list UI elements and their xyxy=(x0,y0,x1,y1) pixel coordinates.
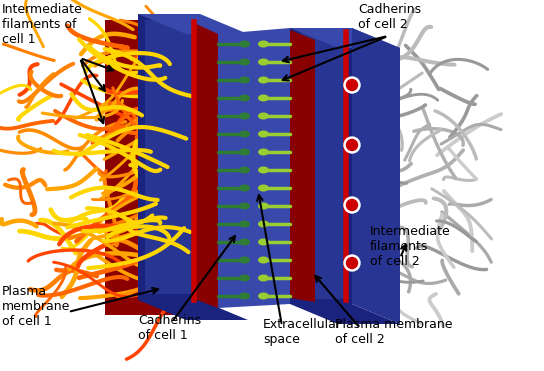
Ellipse shape xyxy=(258,275,269,282)
Ellipse shape xyxy=(258,59,269,66)
Ellipse shape xyxy=(258,131,269,138)
Ellipse shape xyxy=(258,184,269,191)
Ellipse shape xyxy=(258,40,269,47)
Ellipse shape xyxy=(258,112,269,119)
Ellipse shape xyxy=(239,275,250,282)
Ellipse shape xyxy=(239,167,250,174)
Polygon shape xyxy=(105,20,215,315)
Text: Cadherins
of cell 2: Cadherins of cell 2 xyxy=(358,3,421,31)
Polygon shape xyxy=(290,28,352,304)
Ellipse shape xyxy=(258,292,269,299)
Circle shape xyxy=(344,77,360,93)
Ellipse shape xyxy=(239,184,250,191)
Ellipse shape xyxy=(239,95,250,102)
Ellipse shape xyxy=(258,220,269,227)
Circle shape xyxy=(347,139,357,151)
Ellipse shape xyxy=(239,256,250,263)
Polygon shape xyxy=(138,300,248,320)
Polygon shape xyxy=(138,14,200,300)
Polygon shape xyxy=(294,33,347,299)
Ellipse shape xyxy=(258,76,269,83)
Text: Extracellular
space: Extracellular space xyxy=(263,318,342,346)
Polygon shape xyxy=(218,28,290,308)
Polygon shape xyxy=(290,28,400,48)
Text: Cadherins
of cell 1: Cadherins of cell 1 xyxy=(138,314,201,342)
Polygon shape xyxy=(290,304,400,324)
Ellipse shape xyxy=(258,167,269,174)
Ellipse shape xyxy=(239,220,250,227)
Ellipse shape xyxy=(258,256,269,263)
Polygon shape xyxy=(192,22,218,308)
Circle shape xyxy=(344,197,360,213)
Ellipse shape xyxy=(239,292,250,299)
Circle shape xyxy=(347,79,357,91)
Polygon shape xyxy=(352,28,400,324)
Circle shape xyxy=(347,257,357,269)
Ellipse shape xyxy=(258,203,269,210)
Polygon shape xyxy=(290,30,315,302)
Ellipse shape xyxy=(239,59,250,66)
Polygon shape xyxy=(138,14,248,34)
Ellipse shape xyxy=(239,239,250,246)
Ellipse shape xyxy=(239,76,250,83)
Polygon shape xyxy=(145,20,194,294)
Text: Intermediate
filaments of
cell 1: Intermediate filaments of cell 1 xyxy=(2,3,83,46)
Ellipse shape xyxy=(258,148,269,155)
Ellipse shape xyxy=(239,131,250,138)
Text: Intermediate
filaments
of cell 2: Intermediate filaments of cell 2 xyxy=(370,225,451,268)
Text: Plasma
membrane
of cell 1: Plasma membrane of cell 1 xyxy=(2,285,70,328)
Ellipse shape xyxy=(239,148,250,155)
Ellipse shape xyxy=(239,40,250,47)
Text: Plasma membrane
of cell 2: Plasma membrane of cell 2 xyxy=(335,318,453,346)
Circle shape xyxy=(347,200,357,210)
Circle shape xyxy=(344,255,360,271)
Ellipse shape xyxy=(239,112,250,119)
Ellipse shape xyxy=(258,95,269,102)
Ellipse shape xyxy=(239,203,250,210)
Ellipse shape xyxy=(258,239,269,246)
Circle shape xyxy=(344,137,360,153)
